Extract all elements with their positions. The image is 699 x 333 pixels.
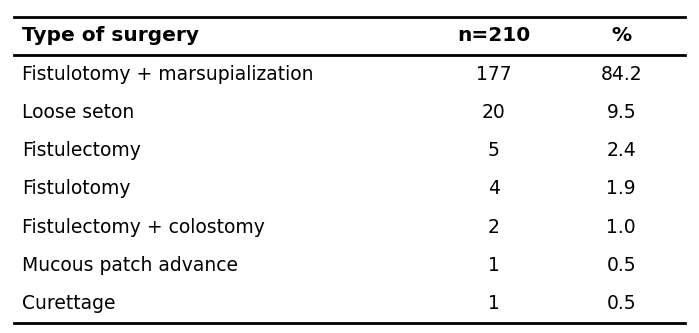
Text: Type of surgery: Type of surgery — [22, 26, 199, 45]
Text: 1: 1 — [488, 294, 500, 313]
Text: %: % — [611, 26, 631, 45]
Text: 84.2: 84.2 — [600, 65, 642, 84]
Text: 1.9: 1.9 — [607, 179, 636, 198]
Text: Fistulotomy + marsupialization: Fistulotomy + marsupialization — [22, 65, 314, 84]
Text: 2: 2 — [488, 218, 500, 237]
Text: 20: 20 — [482, 103, 505, 122]
Text: 4: 4 — [488, 179, 500, 198]
Text: Mucous patch advance: Mucous patch advance — [22, 256, 238, 275]
Text: 2.4: 2.4 — [607, 141, 636, 160]
Text: Curettage: Curettage — [22, 294, 116, 313]
Text: 0.5: 0.5 — [607, 256, 636, 275]
Text: n=210: n=210 — [457, 26, 531, 45]
Text: Fistulectomy: Fistulectomy — [22, 141, 141, 160]
Text: 1.0: 1.0 — [607, 218, 636, 237]
Text: 9.5: 9.5 — [607, 103, 636, 122]
Text: 1: 1 — [488, 256, 500, 275]
Text: Fistulectomy + colostomy: Fistulectomy + colostomy — [22, 218, 265, 237]
Text: Fistulotomy: Fistulotomy — [22, 179, 131, 198]
Text: Loose seton: Loose seton — [22, 103, 135, 122]
Text: 5: 5 — [488, 141, 500, 160]
Text: 177: 177 — [476, 65, 512, 84]
Text: 0.5: 0.5 — [607, 294, 636, 313]
